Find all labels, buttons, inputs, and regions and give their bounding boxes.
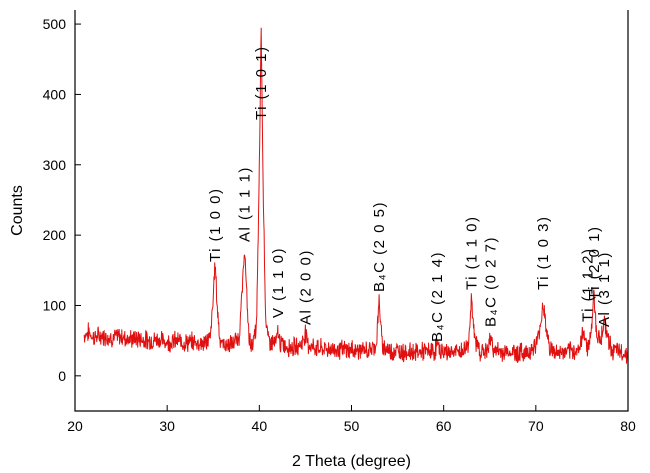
peak-label: B₄C (0 2 7) [483, 236, 500, 327]
axes: 20 30 40 50 60 70 80 0 100 200 300 400 500 [43, 10, 636, 434]
peak-label: V (1 1 0) [270, 247, 287, 318]
x-tick-label: 50 [344, 418, 360, 434]
peak-label: Ti (1 0 1) [253, 46, 270, 120]
x-tick-label: 70 [528, 418, 544, 434]
x-tick-label: 20 [67, 418, 83, 434]
x-tick-label: 30 [159, 418, 175, 434]
peak-label: B₄C (2 0 5) [371, 201, 388, 292]
y-tick-label: 0 [58, 368, 66, 384]
peak-label: Ti (1 0 0) [207, 188, 224, 262]
x-tick-label: 80 [620, 418, 636, 434]
y-tick-label: 100 [43, 297, 67, 313]
peak-label: Ti (1 1 2) [579, 248, 596, 322]
peak-label: Al (2 0 0) [297, 249, 314, 325]
y-tick-label: 500 [43, 16, 67, 32]
peak-annotations: Ti (1 0 0) Al (1 1 1) Ti (1 0 1) V (1 1 0) A… [207, 46, 613, 342]
peak-label: Ti (1 0 3) [535, 216, 552, 290]
x-tick-label: 60 [436, 418, 452, 434]
peak-label: Al (1 1 1) [237, 166, 254, 242]
x-tick-label: 40 [252, 418, 268, 434]
y-axis-title: Counts [9, 185, 26, 236]
y-tick-label: 400 [43, 86, 67, 102]
peak-label: Al (3 1 1) [596, 251, 613, 327]
series-layer [83, 27, 629, 364]
peak-label: B₄C (2 1 4) [429, 251, 446, 342]
y-tick-label: 200 [43, 227, 67, 243]
xrd-series-line [83, 27, 629, 364]
y-tick-label: 300 [43, 157, 67, 173]
peak-label: Ti (2 0 1) [586, 226, 603, 300]
x-axis-title: 2 Theta (degree) [292, 453, 411, 470]
peak-label: Ti (1 1 0) [463, 216, 480, 290]
